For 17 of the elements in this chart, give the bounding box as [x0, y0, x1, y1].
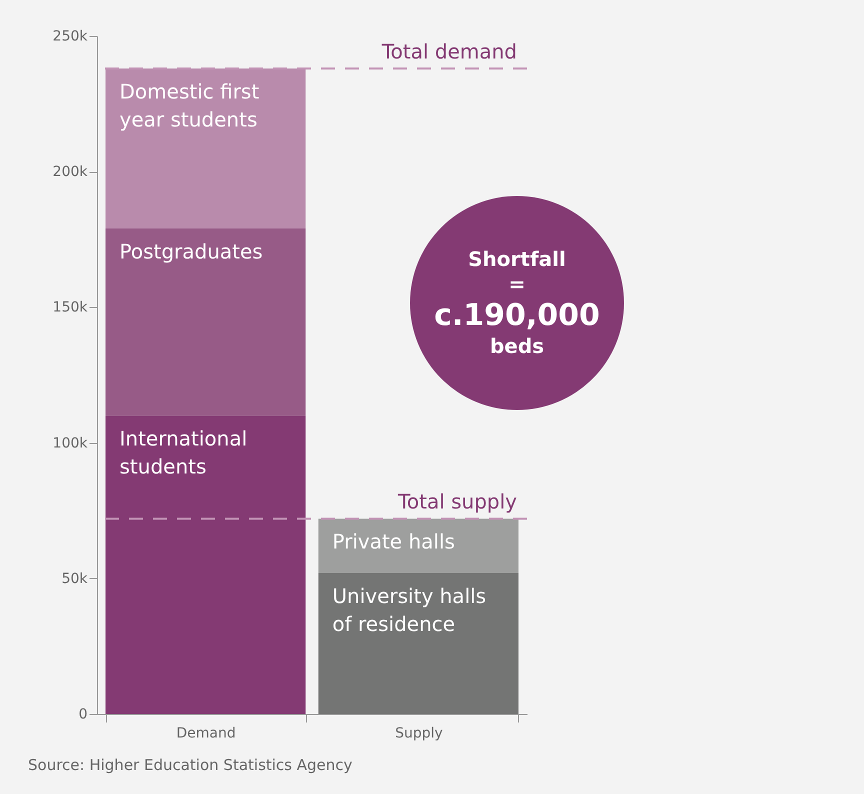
annotation: Shortfall = c.190,000 beds — [434, 246, 600, 360]
source-note: Source: Higher Education Statistics Agency — [28, 756, 352, 774]
x-tick-label: Supply — [395, 726, 443, 742]
y-tick-label: 50k — [62, 570, 88, 587]
series-label: Postgraduates — [120, 240, 263, 264]
series-label: Domestic first year students — [120, 80, 260, 132]
series-label: International students — [120, 426, 248, 479]
ref-line-label: Total demand — [380, 40, 517, 64]
y-tick-label: 0 — [78, 706, 88, 722]
y-tick-label: 100k — [52, 435, 88, 452]
series-label: Private halls — [332, 530, 455, 554]
y-tick-label: 150k — [52, 300, 88, 316]
y-tick-label: 250k — [52, 28, 88, 44]
x-tick-label: Demand — [176, 726, 236, 742]
ref-line-label: Total supply — [397, 490, 518, 514]
series-label: University halls of residence — [332, 584, 486, 636]
y-tick-label: 200k — [52, 164, 88, 180]
